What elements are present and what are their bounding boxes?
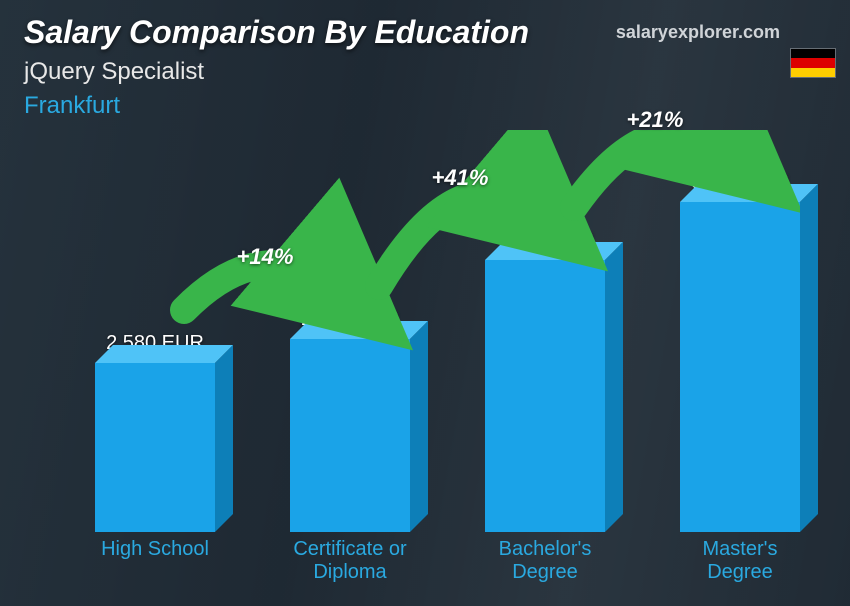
page-subtitle: jQuery Specialist	[24, 58, 204, 86]
bar-group: 2,580 EURHigh School	[80, 363, 230, 532]
bar-front	[95, 363, 215, 532]
flag-germany	[790, 48, 836, 78]
bar-category-label: High School	[80, 538, 230, 561]
increase-badge: +41%	[432, 165, 489, 191]
flag-stripe	[791, 58, 835, 67]
bar-front	[485, 260, 605, 532]
increase-badge: +21%	[627, 107, 684, 133]
bar-category-label: Master's Degree	[665, 538, 815, 584]
watermark-text: salaryexplorer.com	[616, 22, 780, 43]
arc-path	[184, 264, 349, 310]
bar-side	[605, 242, 623, 532]
bar-top	[95, 345, 233, 363]
bar-group: 2,940 EURCertificate or Diploma	[275, 339, 425, 532]
bar-group: 4,150 EURBachelor's Degree	[470, 260, 620, 532]
bar-top	[290, 321, 428, 339]
chart-stage: Salary Comparison By Education jQuery Sp…	[0, 0, 850, 606]
bar-front	[290, 339, 410, 532]
page-title: Salary Comparison By Education	[24, 14, 529, 51]
bar-category-label: Certificate or Diploma	[275, 538, 425, 584]
page-location: Frankfurt	[24, 92, 120, 120]
bar-side	[410, 321, 428, 532]
bar-top	[680, 184, 818, 202]
flag-stripe	[791, 49, 835, 58]
bar-3d	[95, 363, 215, 532]
bar-side	[215, 345, 233, 532]
increase-badge: +14%	[237, 244, 294, 270]
bar-3d	[680, 202, 800, 532]
bar-3d	[485, 260, 605, 532]
bar-top	[485, 242, 623, 260]
bar-category-label: Bachelor's Degree	[470, 538, 620, 584]
flag-stripe	[791, 68, 835, 77]
bar-group: 5,030 EURMaster's Degree	[665, 202, 815, 532]
bar-front	[680, 202, 800, 532]
bar-chart: 2,580 EURHigh School 2,940 EURCertificate…	[40, 130, 800, 586]
bar-3d	[290, 339, 410, 532]
bar-side	[800, 184, 818, 532]
